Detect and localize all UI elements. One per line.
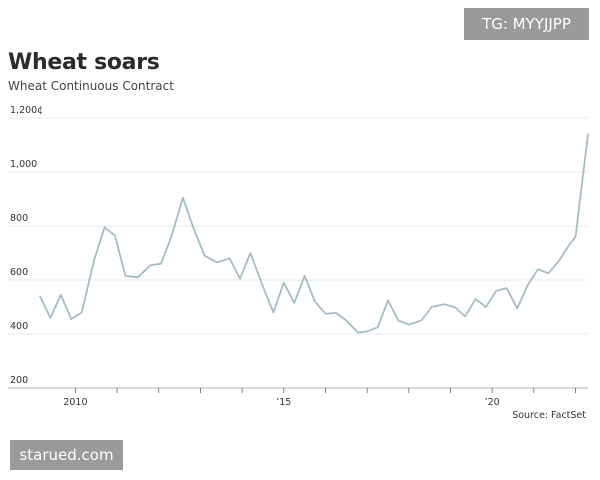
y-tick-label: 600 (10, 267, 28, 278)
x-tick-label: ’15 (276, 397, 291, 408)
y-tick-label: 200 (10, 375, 28, 386)
chart-source: Source: FactSet (512, 410, 586, 421)
x-tick-label: 2010 (63, 397, 87, 408)
watermark-badge-site: starued.com (10, 440, 123, 470)
watermark-badge-tg: TG: MYYJJPP (464, 8, 589, 40)
y-tick-label: 1,000 (10, 159, 37, 170)
chart-subtitle: Wheat Continuous Contract (8, 79, 174, 93)
y-tick-label: 800 (10, 213, 28, 224)
series-line (39, 133, 589, 334)
y-tick-label: 400 (10, 321, 28, 332)
chart-title: Wheat soars (8, 50, 160, 75)
y-tick-label: 1,200¢ (10, 105, 43, 116)
x-tick-label: ’20 (485, 397, 500, 408)
